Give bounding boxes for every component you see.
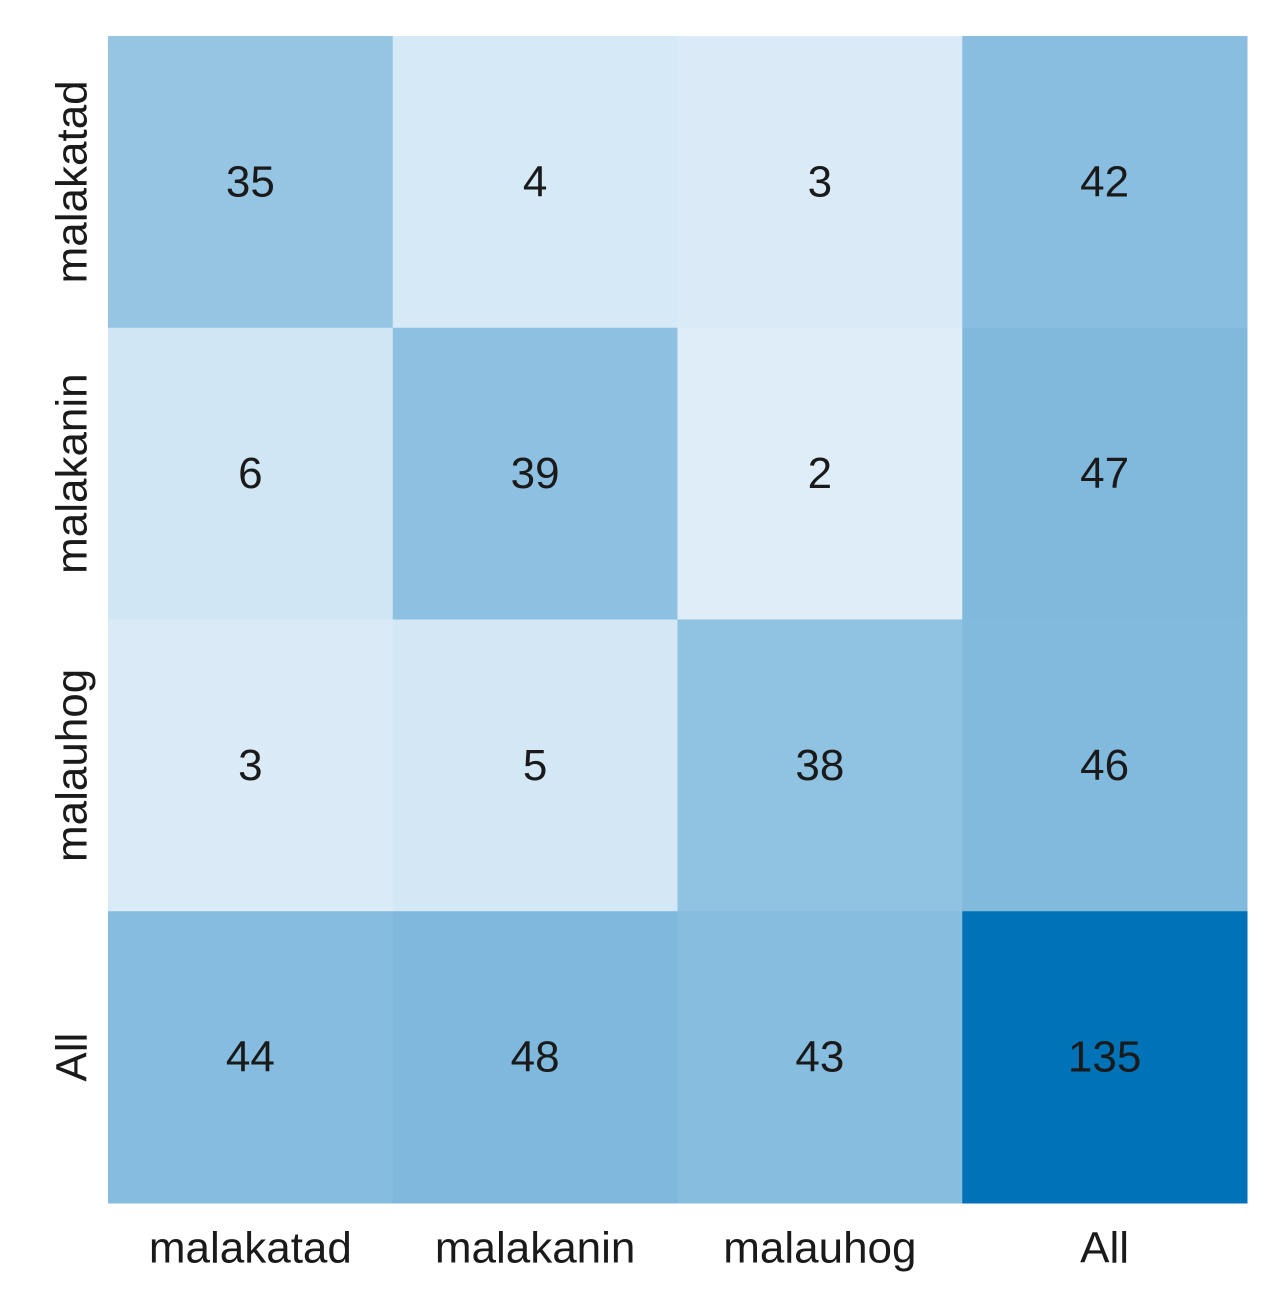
heatmap-cell-value: 48 [511,1033,560,1082]
y-axis-tick-labels: malakatad malakanin malauhog All [48,80,97,1081]
heatmap-cell-malauhog-malakanin [392,619,678,912]
heatmap-cell-value: 3 [238,741,262,790]
heatmap-cell-value: 44 [226,1033,275,1082]
heatmap-cell-value: 6 [238,449,262,498]
x-tick-label: All [1080,1224,1129,1273]
x-axis-tick-labels: malakatad malakanin malauhog All [149,1224,1129,1273]
y-tick-label: malakanin [48,373,97,574]
heatmap-cell-value: 3 [808,157,832,206]
heatmap-cell-value: 38 [795,741,844,790]
heatmap-cell-malakanin-All [962,327,1248,620]
heatmap-cell-value: 46 [1080,741,1129,790]
heatmap-cell-malakanin-malakanin [392,327,678,620]
y-tick-label: All [48,1033,97,1082]
heatmap-cell-value: 2 [808,449,832,498]
heatmap-cell-value: 39 [511,449,560,498]
heatmap-cell-malakatad-malauhog [677,36,963,329]
heatmap-cell-value: 47 [1080,449,1129,498]
heatmap-cell-malauhog-malakatad [108,619,394,912]
heatmap-cell-All-malauhog [677,911,963,1204]
x-tick-label: malauhog [723,1224,916,1273]
heatmap-cell-value: 43 [795,1033,844,1082]
heatmap-cell-malakatad-All [962,36,1248,329]
heatmap-cell-malauhog-malauhog [677,619,963,912]
heatmap-cell-value: 135 [1068,1033,1141,1082]
heatmap-cell-malauhog-All [962,619,1248,912]
heatmap-cell-value: 4 [523,157,547,206]
heatmap-cell-All-malakanin [392,911,678,1204]
heatmap-cell-value: 5 [523,741,547,790]
x-tick-label: malakatad [149,1224,352,1273]
heatmap-cell-All-All [962,911,1248,1204]
heatmap-cell-All-malakatad [108,911,394,1204]
heatmap-cell-malakatad-malakatad [108,36,394,329]
y-tick-label: malakatad [48,80,97,283]
heatmap-cell-value: 42 [1080,157,1129,206]
heatmap-cells [108,36,1248,1204]
x-tick-label: malakanin [435,1224,636,1273]
heatmap-cell-malakatad-malakanin [392,36,678,329]
heatmap-cell-malakanin-malakatad [108,327,394,620]
heatmap-cell-malakanin-malauhog [677,327,963,620]
heatmap-cell-value: 35 [226,157,275,206]
y-tick-label: malauhog [48,669,97,862]
